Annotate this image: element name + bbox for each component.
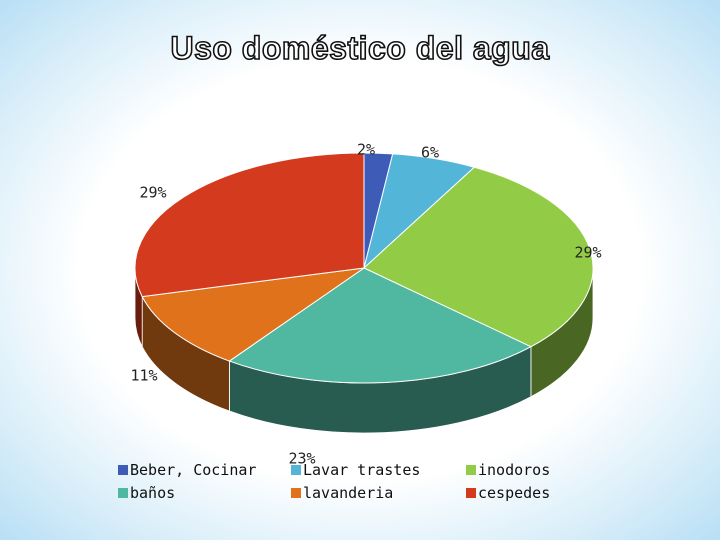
legend-item-inodoros: inodoros <box>466 461 550 479</box>
chart-title: Uso doméstico del agua <box>170 29 550 67</box>
legend-swatch <box>118 488 128 498</box>
legend-label: Beber, Cocinar <box>130 461 257 479</box>
pie-slice-inodoros <box>363 166 594 348</box>
data-label-lavanderia: 11% <box>130 367 157 385</box>
legend-label: Lavar trastes <box>303 461 421 479</box>
legend-item-lavar-trastes: Lavar trastes <box>291 461 420 479</box>
legend-item-banos: baños <box>118 484 175 502</box>
pie-slice-cespedes <box>134 152 365 298</box>
legend-item-beber-cocinar: Beber, Cocinar <box>118 461 256 479</box>
data-label-lavar-trastes: 6% <box>421 144 439 162</box>
pie-slice-lavanderia <box>141 267 365 362</box>
legend-item-cespedes: cespedes <box>466 484 550 502</box>
data-label-banos: 23% <box>288 450 315 468</box>
data-label-inodoros: 29% <box>574 244 601 262</box>
legend-label: lavanderia <box>303 484 394 502</box>
legend-swatch <box>291 465 301 475</box>
legend-label: baños <box>130 484 176 502</box>
pie-slice-banos <box>228 267 533 384</box>
legend-item-lavanderia: lavanderia <box>291 484 393 502</box>
data-label-cespedes: 29% <box>139 184 166 202</box>
legend-swatch <box>466 488 476 498</box>
legend-label: inodoros <box>478 461 551 479</box>
legend-swatch <box>118 465 128 475</box>
legend-swatch <box>466 465 476 475</box>
legend-swatch <box>291 488 301 498</box>
legend-label: cespedes <box>478 484 551 502</box>
data-label-beber-cocinar: 2% <box>357 141 375 159</box>
